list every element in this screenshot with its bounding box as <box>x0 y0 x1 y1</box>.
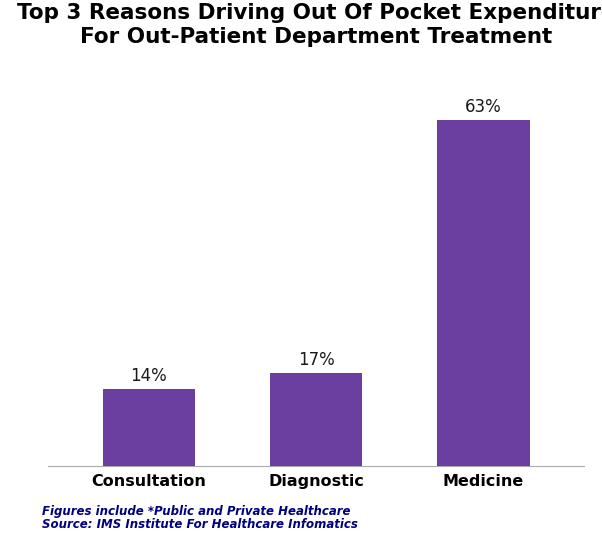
Title: Top 3 Reasons Driving Out Of Pocket Expenditure
For Out-Patient Department Treat: Top 3 Reasons Driving Out Of Pocket Expe… <box>17 3 602 47</box>
Text: 63%: 63% <box>465 98 502 116</box>
Text: Source: IMS Institute For Healthcare Infomatics: Source: IMS Institute For Healthcare Inf… <box>42 519 358 532</box>
Bar <box>102 389 194 466</box>
Text: 14%: 14% <box>130 367 167 385</box>
Bar <box>438 120 530 466</box>
Bar <box>270 373 362 466</box>
Text: 17%: 17% <box>297 351 335 369</box>
Text: Figures include *Public and Private Healthcare: Figures include *Public and Private Heal… <box>42 505 350 518</box>
